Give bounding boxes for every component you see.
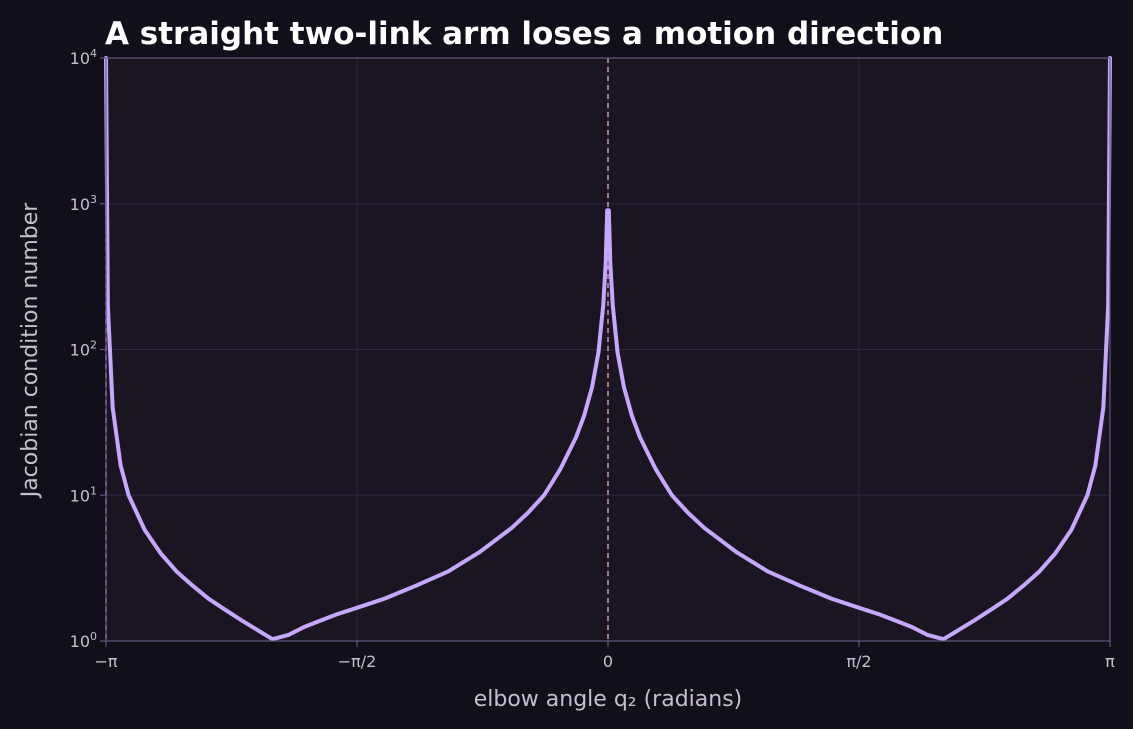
y-axis-label: Jacobian condition number bbox=[18, 202, 43, 500]
y-tick-label: 100 bbox=[70, 630, 97, 651]
x-tick-label: 0 bbox=[603, 652, 613, 671]
y-tick-exponent: 2 bbox=[90, 339, 97, 352]
series-layer bbox=[104, 56, 1112, 642]
y-tick-base: 10 bbox=[70, 341, 90, 360]
y-tick-base: 10 bbox=[70, 49, 90, 68]
x-axis-label: elbow angle q₂ (radians) bbox=[474, 687, 743, 712]
y-tick-base: 10 bbox=[70, 486, 90, 505]
x-ticks: −π −π/2 0 π/2 π bbox=[94, 641, 1115, 671]
y-tick-exponent: 4 bbox=[90, 47, 97, 60]
x-tick-label: π bbox=[1105, 652, 1115, 671]
x-tick-label: −π bbox=[94, 652, 117, 671]
x-tick-label: π/2 bbox=[846, 652, 871, 671]
y-tick-label: 101 bbox=[70, 484, 97, 505]
y-tick-base: 10 bbox=[70, 632, 90, 651]
condition-number-series-line bbox=[104, 56, 1112, 642]
y-tick-base: 10 bbox=[70, 195, 90, 214]
y-tick-exponent: 1 bbox=[90, 484, 97, 497]
y-tick-exponent: 3 bbox=[90, 193, 97, 206]
y-tick-exponent: 0 bbox=[90, 630, 97, 643]
y-tick-label: 104 bbox=[70, 47, 97, 68]
y-tick-label: 103 bbox=[70, 193, 97, 214]
chart-title: A straight two-link arm loses a motion d… bbox=[105, 16, 943, 52]
x-tick-label: −π/2 bbox=[338, 652, 377, 671]
y-tick-label: 102 bbox=[70, 339, 97, 360]
